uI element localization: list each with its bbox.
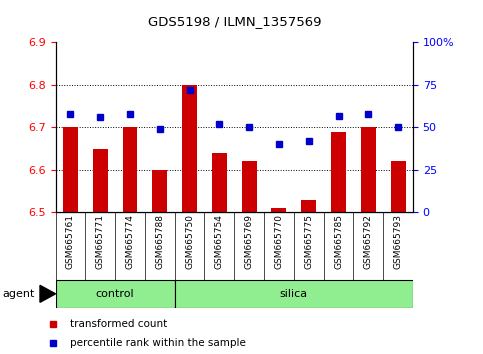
Text: GSM665793: GSM665793 bbox=[394, 215, 402, 269]
Text: GSM665774: GSM665774 bbox=[126, 215, 134, 269]
Text: GSM665788: GSM665788 bbox=[156, 215, 164, 269]
Bar bbox=[391, 161, 406, 212]
Bar bbox=[123, 127, 138, 212]
Text: GSM665792: GSM665792 bbox=[364, 215, 373, 269]
Text: GSM665769: GSM665769 bbox=[245, 215, 254, 269]
Polygon shape bbox=[40, 285, 56, 302]
Text: transformed count: transformed count bbox=[70, 319, 167, 329]
Bar bbox=[56, 280, 175, 308]
Bar bbox=[175, 280, 413, 308]
Text: GSM665761: GSM665761 bbox=[66, 215, 75, 269]
Text: percentile rank within the sample: percentile rank within the sample bbox=[70, 338, 246, 348]
Bar bbox=[271, 208, 286, 212]
Bar bbox=[361, 127, 376, 212]
Text: GSM665775: GSM665775 bbox=[304, 215, 313, 269]
Bar bbox=[212, 153, 227, 212]
Text: GSM665754: GSM665754 bbox=[215, 215, 224, 269]
Bar bbox=[152, 170, 167, 212]
Bar bbox=[242, 161, 256, 212]
Text: GSM665785: GSM665785 bbox=[334, 215, 343, 269]
Bar bbox=[331, 132, 346, 212]
Bar bbox=[63, 127, 78, 212]
Text: GSM665750: GSM665750 bbox=[185, 215, 194, 269]
Bar bbox=[182, 85, 197, 212]
Text: GSM665770: GSM665770 bbox=[274, 215, 284, 269]
Text: control: control bbox=[96, 289, 134, 299]
Bar bbox=[93, 149, 108, 212]
Text: silica: silica bbox=[280, 289, 308, 299]
Text: agent: agent bbox=[2, 289, 35, 299]
Bar bbox=[301, 200, 316, 212]
Text: GSM665771: GSM665771 bbox=[96, 215, 105, 269]
Text: GDS5198 / ILMN_1357569: GDS5198 / ILMN_1357569 bbox=[147, 15, 321, 28]
